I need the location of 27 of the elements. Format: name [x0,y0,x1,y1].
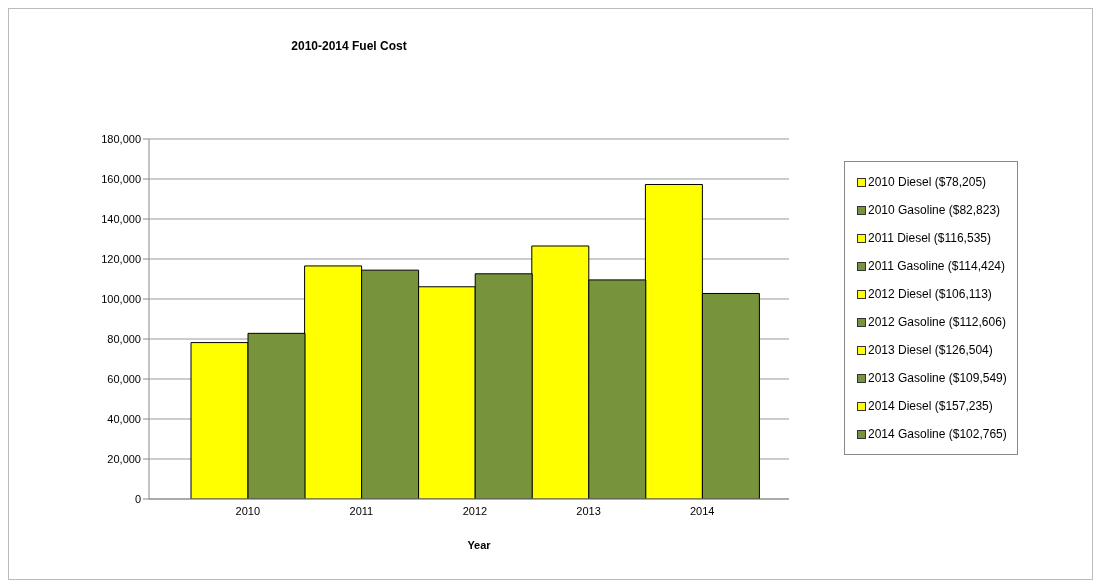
x-tick-label: 2010 [235,504,261,517]
chart-title: 2010-2014 Fuel Cost [290,39,408,53]
legend-label: 2011 Gasoline ($114,424) [868,259,1005,273]
legend-label: 2010 Gasoline ($82,823) [868,203,1001,217]
legend-label: 2014 Gasoline ($102,765) [868,427,1007,441]
legend-label: 2011 Diesel ($116,535) [868,231,991,245]
y-tick-label: 140,000 [101,212,141,225]
y-tick-label: 60,000 [107,372,141,385]
legend-label: 2012 Diesel ($106,113) [868,287,992,301]
y-tick-label: 80,000 [107,332,141,345]
x-tick-label: 2013 [576,504,601,517]
x-axis-title: Year [466,539,492,551]
y-tick-label: 100,000 [101,292,141,305]
legend-label: 2012 Gasoline ($112,606) [868,315,1006,329]
legend-label: 2010 Diesel ($78,205) [868,175,987,189]
y-tick-label: 20,000 [107,452,141,465]
y-tick-label: 180,000 [101,132,141,145]
y-tick-label: 120,000 [101,252,141,265]
x-tick-label: 2011 [349,504,374,517]
legend-label: 2013 Gasoline ($109,549) [868,371,1007,385]
legend-label: 2014 Diesel ($157,235) [868,399,993,413]
x-tick-label: 2012 [462,504,488,517]
x-tick-label: 2014 [689,504,715,517]
legend-label: 2013 Diesel ($126,504) [868,343,993,357]
y-tick-label: 40,000 [107,412,141,425]
y-tick-label: 160,000 [101,172,141,185]
y-tick-label: 0 [134,492,141,505]
